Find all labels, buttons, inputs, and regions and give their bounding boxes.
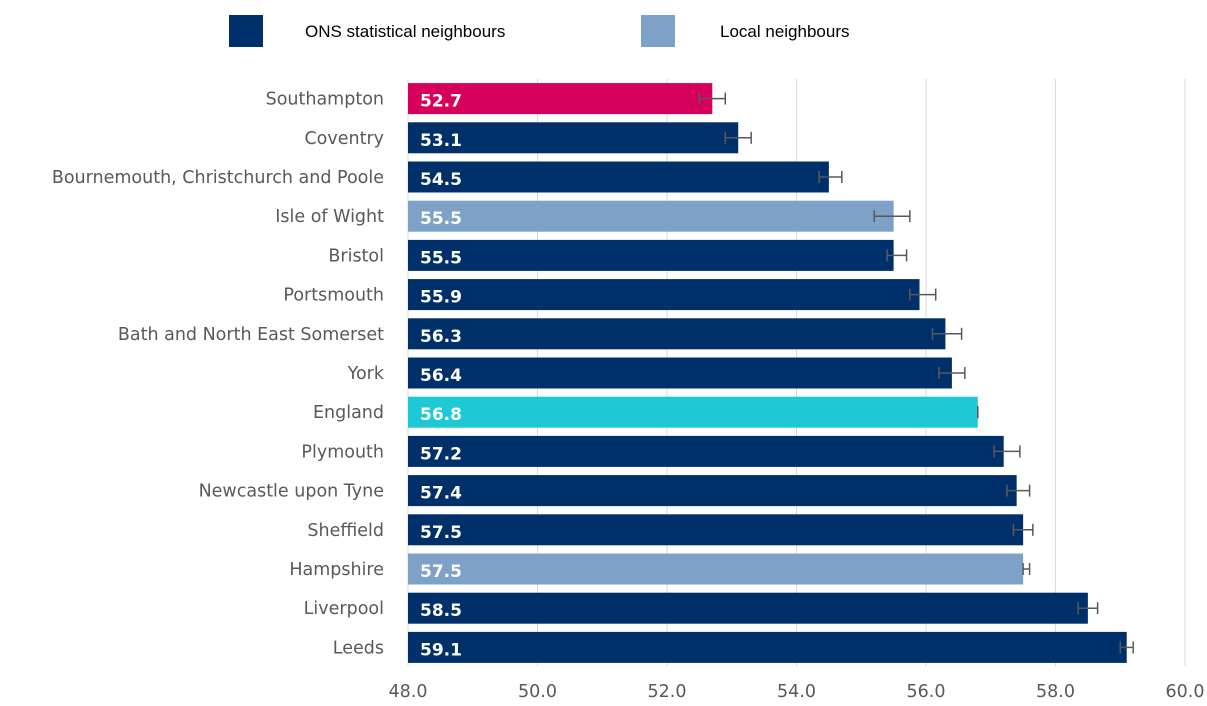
- error-bar-bournemouth-christchurch-and-poole: [818, 171, 843, 183]
- x-axis-tick-labels: 48.0 50.0 52.0 54.0 56.0 58.0 60.0: [389, 682, 1205, 702]
- data-label-coventry: 53.1: [420, 131, 462, 151]
- category-label-isle-of-wight: Isle of Wight: [275, 207, 384, 227]
- x-tick-label-5: 58.0: [1036, 682, 1075, 702]
- error-bar-hampshire: [1022, 563, 1031, 575]
- error-bar-portsmouth: [909, 288, 937, 301]
- data-label-portsmouth: 55.9: [420, 288, 462, 308]
- data-labels: 52.7 53.1 54.5 55.5 55.5 55.9 56.3 56.4 56.8 57.2…: [420, 92, 462, 661]
- x-tick-label-6: 60.0: [1166, 682, 1205, 702]
- bar-coventry: [408, 122, 739, 154]
- error-bar-plymouth: [993, 445, 1021, 458]
- legend-label-ons: ONS statistical neighbours: [305, 22, 506, 41]
- category-label-coventry: Coventry: [304, 129, 384, 149]
- category-label-sheffield: Sheffield: [307, 521, 384, 541]
- category-label-england: England: [313, 403, 384, 423]
- category-label-plymouth: Plymouth: [301, 442, 384, 462]
- category-label-hampshire: Hampshire: [289, 560, 384, 580]
- data-label-sheffield: 57.5: [420, 523, 462, 543]
- bar-newcastle-upon-tyne: [408, 475, 1017, 507]
- error-bar-bath-and-north-east-somerset: [931, 327, 963, 340]
- bar-portsmouth: [408, 279, 920, 311]
- legend-swatch-local: [641, 15, 675, 47]
- bar-bournemouth-christchurch-and-poole: [408, 161, 829, 193]
- error-bar-southampton: [698, 92, 727, 105]
- category-label-bournemouth-christchurch-and-poole: Bournemouth, Christchurch and Poole: [52, 168, 384, 188]
- x-tick-label-1: 50.0: [518, 682, 557, 702]
- category-label-portsmouth: Portsmouth: [283, 286, 384, 306]
- category-label-southampton: Southampton: [266, 90, 384, 110]
- bar-sheffield: [408, 514, 1024, 546]
- data-label-england: 56.8: [420, 405, 462, 425]
- error-bar-liverpool: [1077, 602, 1099, 615]
- category-label-bristol: Bristol: [328, 246, 384, 266]
- bar-liverpool: [408, 592, 1088, 624]
- data-label-southampton: 52.7: [420, 92, 462, 112]
- chart-legend: ONS statistical neighbours Local neighbo…: [0, 0, 1207, 60]
- category-label-leeds: Leeds: [333, 638, 384, 658]
- x-tick-label-0: 48.0: [389, 682, 428, 702]
- category-label-newcastle-upon-tyne: Newcastle upon Tyne: [199, 482, 384, 502]
- x-tick-label-3: 54.0: [777, 682, 816, 702]
- bar-york: [408, 357, 952, 389]
- bar-leeds: [408, 631, 1127, 663]
- data-label-leeds: 59.1: [420, 640, 462, 660]
- bar-plymouth: [408, 435, 1004, 467]
- bar-isle-of-wight: [408, 200, 894, 232]
- legend-swatch-ons: [229, 15, 263, 47]
- data-label-liverpool: 58.5: [420, 601, 462, 621]
- error-bars: [698, 92, 1134, 654]
- error-bar-newcastle-upon-tyne: [1006, 484, 1031, 497]
- category-label-bath-and-north-east-somerset: Bath and North East Somerset: [118, 325, 384, 345]
- error-bar-isle-of-wight: [873, 210, 911, 223]
- bar-bristol: [408, 239, 894, 271]
- error-bar-sheffield: [1012, 523, 1034, 536]
- category-label-york: York: [347, 364, 385, 384]
- data-label-isle-of-wight: 55.5: [420, 209, 462, 229]
- x-tick-label-2: 52.0: [648, 682, 687, 702]
- data-label-bournemouth-christchurch-and-poole: 54.5: [420, 170, 462, 190]
- data-label-hampshire: 57.5: [420, 562, 462, 582]
- x-tick-label-4: 56.0: [907, 682, 946, 702]
- data-label-york: 56.4: [420, 366, 462, 386]
- bar-southampton: [408, 83, 713, 115]
- error-bar-leeds: [1119, 641, 1134, 654]
- data-label-plymouth: 57.2: [420, 444, 462, 464]
- data-label-bristol: 55.5: [420, 248, 462, 268]
- data-label-bath-and-north-east-somerset: 56.3: [420, 327, 462, 347]
- error-bar-coventry: [724, 131, 752, 144]
- bar-england: [408, 396, 978, 428]
- legend-label-local: Local neighbours: [720, 22, 850, 41]
- category-labels: Southampton Coventry Bournemouth, Christch…: [52, 90, 385, 659]
- error-bar-york: [938, 367, 966, 379]
- bar-bath-and-north-east-somerset: [408, 318, 946, 350]
- data-label-newcastle-upon-tyne: 57.4: [420, 484, 462, 504]
- bars: [408, 83, 1127, 663]
- error-bar-bristol: [886, 249, 908, 262]
- bar-hampshire: [408, 553, 1024, 585]
- category-label-liverpool: Liverpool: [304, 599, 384, 619]
